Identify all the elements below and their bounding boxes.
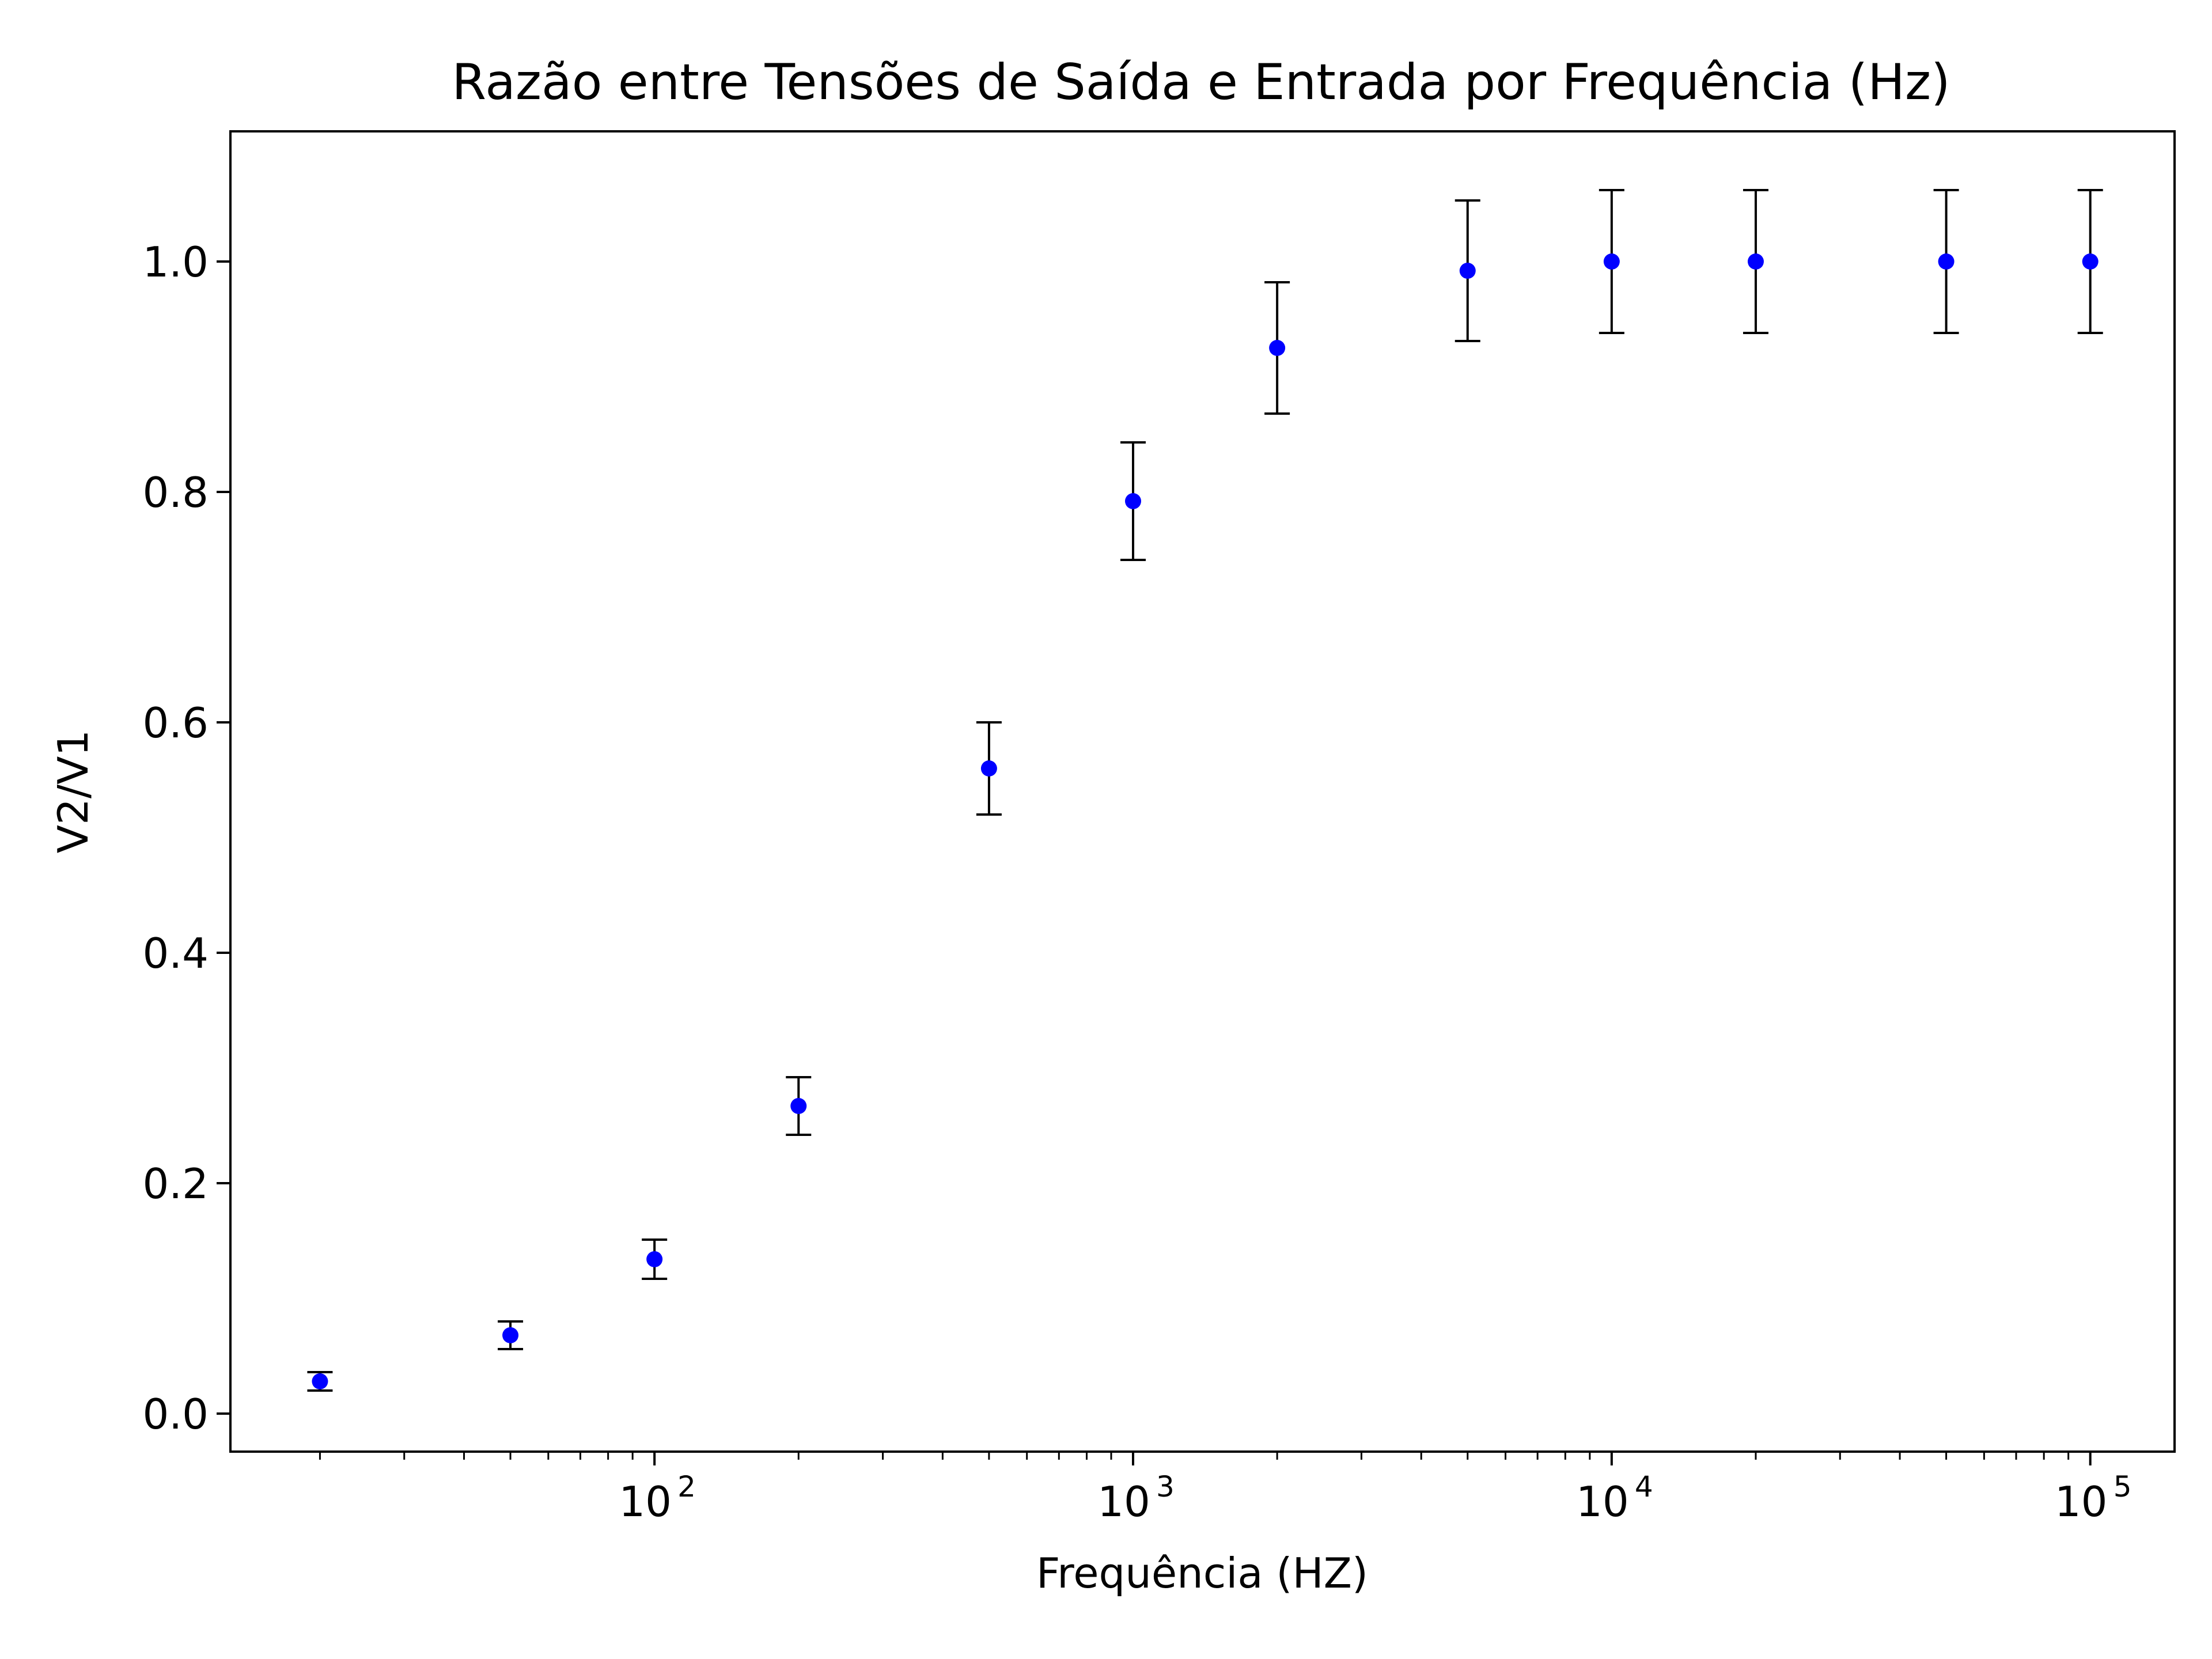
- chart-title: Razão entre Tensões de Saída e Entrada p…: [452, 54, 1950, 111]
- data-point: [646, 1251, 663, 1267]
- x-tick-label: 10: [1097, 1478, 1150, 1526]
- plot-area: 0.00.20.40.60.81.010 2 10 3 10 4 10 5: [142, 189, 2132, 1526]
- y-tick-label: 0.8: [142, 468, 209, 517]
- x-tick-exponent: 2: [677, 1470, 696, 1503]
- y-tick-label: 0.6: [142, 699, 209, 747]
- y-tick-label: 1.0: [142, 238, 209, 286]
- data-point: [1747, 253, 1764, 270]
- data-point: [1269, 340, 1286, 356]
- x-tick-exponent: 5: [2113, 1470, 2132, 1503]
- data-point: [2082, 253, 2099, 270]
- data-point: [1459, 263, 1476, 279]
- data-point: [1603, 253, 1620, 270]
- x-tick-exponent: 4: [1635, 1470, 1653, 1503]
- x-axis-label: Frequência (HZ): [1036, 1549, 1368, 1597]
- data-point: [1125, 493, 1142, 509]
- data-point: [502, 1327, 519, 1343]
- x-tick-label: 10: [2055, 1478, 2108, 1526]
- x-tick-label: 10: [1576, 1478, 1629, 1526]
- x-tick-label: 10: [619, 1478, 672, 1526]
- data-point: [980, 760, 997, 777]
- y-tick-label: 0.4: [142, 929, 209, 978]
- data-point: [1938, 253, 1955, 270]
- x-tick-exponent: 3: [1156, 1470, 1175, 1503]
- data-point: [790, 1098, 807, 1114]
- y-tick-label: 0.0: [142, 1390, 209, 1438]
- y-axis-label: V2/V1: [49, 730, 97, 853]
- plot-frame: [229, 130, 2176, 1453]
- y-tick-label: 0.2: [142, 1160, 209, 1208]
- data-point: [312, 1373, 328, 1389]
